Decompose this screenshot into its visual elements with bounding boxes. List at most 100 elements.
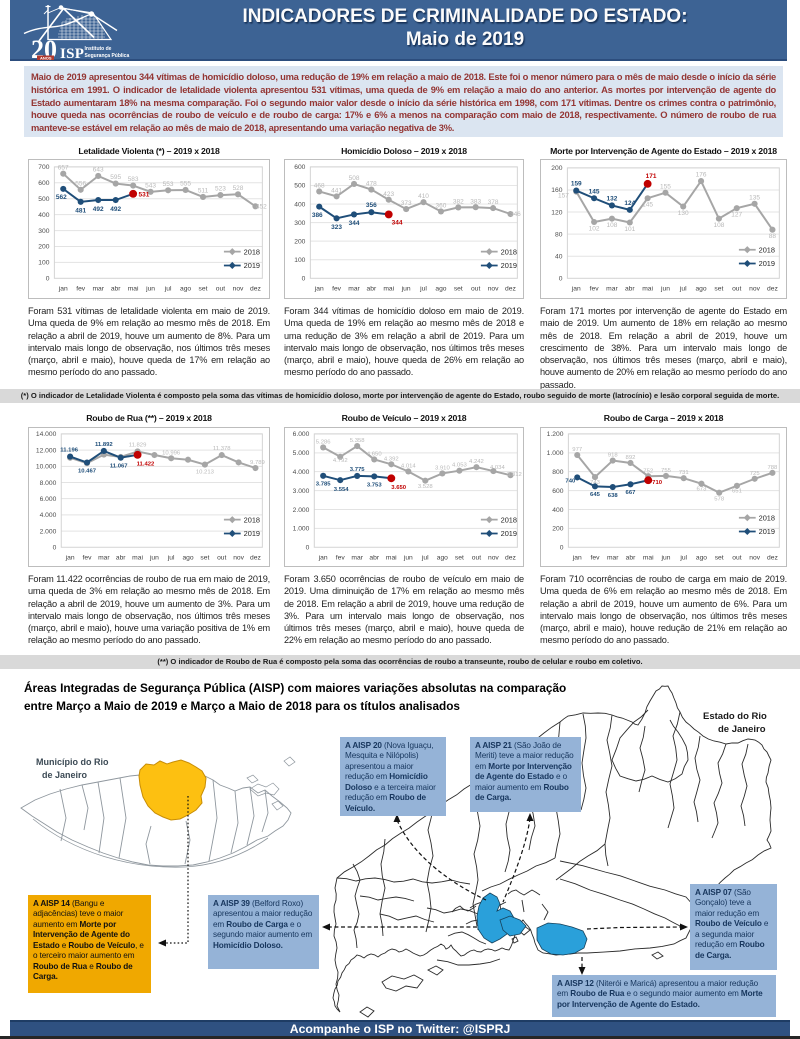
svg-text:555: 555 <box>180 181 191 188</box>
svg-text:508: 508 <box>349 175 360 182</box>
svg-text:80: 80 <box>555 231 563 238</box>
svg-text:dez: dez <box>250 286 261 293</box>
svg-text:300: 300 <box>38 228 49 235</box>
svg-text:jun: jun <box>401 286 411 293</box>
svg-text:ago: ago <box>435 286 446 293</box>
svg-text:638: 638 <box>608 493 619 499</box>
svg-text:500: 500 <box>38 196 49 203</box>
svg-text:40: 40 <box>555 253 563 260</box>
svg-text:nov: nov <box>488 286 499 293</box>
svg-text:673: 673 <box>697 487 708 493</box>
svg-text:800: 800 <box>552 469 563 476</box>
svg-text:ISP: ISP <box>60 46 84 62</box>
svg-text:2019: 2019 <box>759 527 775 536</box>
svg-text:2018: 2018 <box>501 515 517 524</box>
svg-text:mar: mar <box>607 555 619 562</box>
svg-text:6.000: 6.000 <box>293 431 310 438</box>
svg-text:2018: 2018 <box>759 245 775 254</box>
svg-text:set: set <box>199 286 208 293</box>
svg-text:108: 108 <box>713 222 724 229</box>
svg-text:892: 892 <box>626 455 636 461</box>
svg-text:2018: 2018 <box>244 247 260 256</box>
svg-text:3.000: 3.000 <box>293 488 310 495</box>
svg-text:Segurança Pública: Segurança Pública <box>85 53 130 59</box>
svg-text:102: 102 <box>589 225 600 232</box>
svg-text:710: 710 <box>652 480 663 486</box>
svg-text:0: 0 <box>46 276 50 283</box>
svg-text:124: 124 <box>624 200 635 207</box>
svg-text:3.650: 3.650 <box>391 485 406 491</box>
svg-text:jul: jul <box>679 555 687 562</box>
svg-text:2019: 2019 <box>244 529 260 538</box>
svg-text:2018: 2018 <box>501 247 517 256</box>
svg-text:10.213: 10.213 <box>196 469 215 475</box>
svg-text:528: 528 <box>233 185 244 192</box>
svg-text:jun: jun <box>149 555 159 562</box>
svg-text:ago: ago <box>180 286 191 293</box>
svg-text:Instituto de: Instituto de <box>85 46 112 52</box>
svg-text:101: 101 <box>624 226 635 233</box>
svg-text:155: 155 <box>660 183 671 190</box>
svg-text:5.286: 5.286 <box>316 439 331 445</box>
svg-text:511: 511 <box>198 188 209 195</box>
svg-text:3.753: 3.753 <box>367 482 382 488</box>
svg-text:373: 373 <box>401 200 412 207</box>
svg-text:Estado do Rio: Estado do Rio <box>703 711 767 722</box>
svg-text:300: 300 <box>294 220 305 227</box>
svg-text:4.000: 4.000 <box>40 512 57 519</box>
svg-text:500: 500 <box>294 183 305 190</box>
svg-text:740: 740 <box>565 478 576 484</box>
svg-text:12.000: 12.000 <box>36 447 57 454</box>
svg-text:4.053: 4.053 <box>452 463 467 469</box>
svg-text:set: set <box>715 555 724 562</box>
svg-text:jan: jan <box>318 555 328 562</box>
svg-text:3.812: 3.812 <box>507 472 522 478</box>
svg-text:127: 127 <box>731 212 742 219</box>
svg-text:ago: ago <box>696 555 707 562</box>
svg-text:9.789: 9.789 <box>250 460 265 466</box>
svg-text:130: 130 <box>678 210 689 217</box>
svg-text:360: 360 <box>436 203 447 210</box>
svg-text:452: 452 <box>256 203 267 210</box>
svg-text:2019: 2019 <box>501 261 517 270</box>
svg-text:595: 595 <box>110 174 121 181</box>
svg-text:132: 132 <box>607 196 618 203</box>
svg-text:abr: abr <box>116 555 126 562</box>
svg-text:4.392: 4.392 <box>384 456 399 462</box>
svg-text:mai: mai <box>386 555 397 562</box>
svg-text:fev: fev <box>332 286 342 293</box>
svg-text:abr: abr <box>369 555 379 562</box>
svg-text:725: 725 <box>750 471 761 477</box>
svg-text:nov: nov <box>749 286 760 293</box>
svg-text:2018: 2018 <box>759 513 775 522</box>
svg-text:set: set <box>200 555 209 562</box>
svg-text:108: 108 <box>607 222 618 229</box>
svg-text:2018: 2018 <box>244 515 260 524</box>
svg-text:11.067: 11.067 <box>110 464 128 470</box>
svg-text:200: 200 <box>551 165 562 172</box>
svg-text:531: 531 <box>139 191 150 198</box>
svg-text:1.000: 1.000 <box>547 450 564 457</box>
svg-text:0: 0 <box>559 276 563 283</box>
svg-text:jun: jun <box>660 555 670 562</box>
svg-text:mai: mai <box>132 555 143 562</box>
svg-text:700: 700 <box>38 164 49 171</box>
svg-text:145: 145 <box>642 202 653 209</box>
svg-text:out: out <box>732 555 741 562</box>
svg-text:nov: nov <box>488 555 499 562</box>
svg-text:jul: jul <box>164 286 172 293</box>
svg-text:600: 600 <box>294 164 305 171</box>
svg-text:5.000: 5.000 <box>293 450 310 457</box>
svg-text:ago: ago <box>695 286 706 293</box>
svg-text:mar: mar <box>98 555 110 562</box>
svg-text:nov: nov <box>749 555 760 562</box>
svg-text:dez: dez <box>767 286 778 293</box>
svg-text:10.000: 10.000 <box>36 464 57 471</box>
svg-text:mar: mar <box>348 286 360 293</box>
svg-text:543: 543 <box>145 182 156 189</box>
svg-text:nov: nov <box>233 286 244 293</box>
svg-text:ANOS: ANOS <box>40 55 52 60</box>
svg-text:400: 400 <box>294 201 305 208</box>
svg-text:400: 400 <box>552 507 563 514</box>
svg-text:378: 378 <box>488 199 499 206</box>
